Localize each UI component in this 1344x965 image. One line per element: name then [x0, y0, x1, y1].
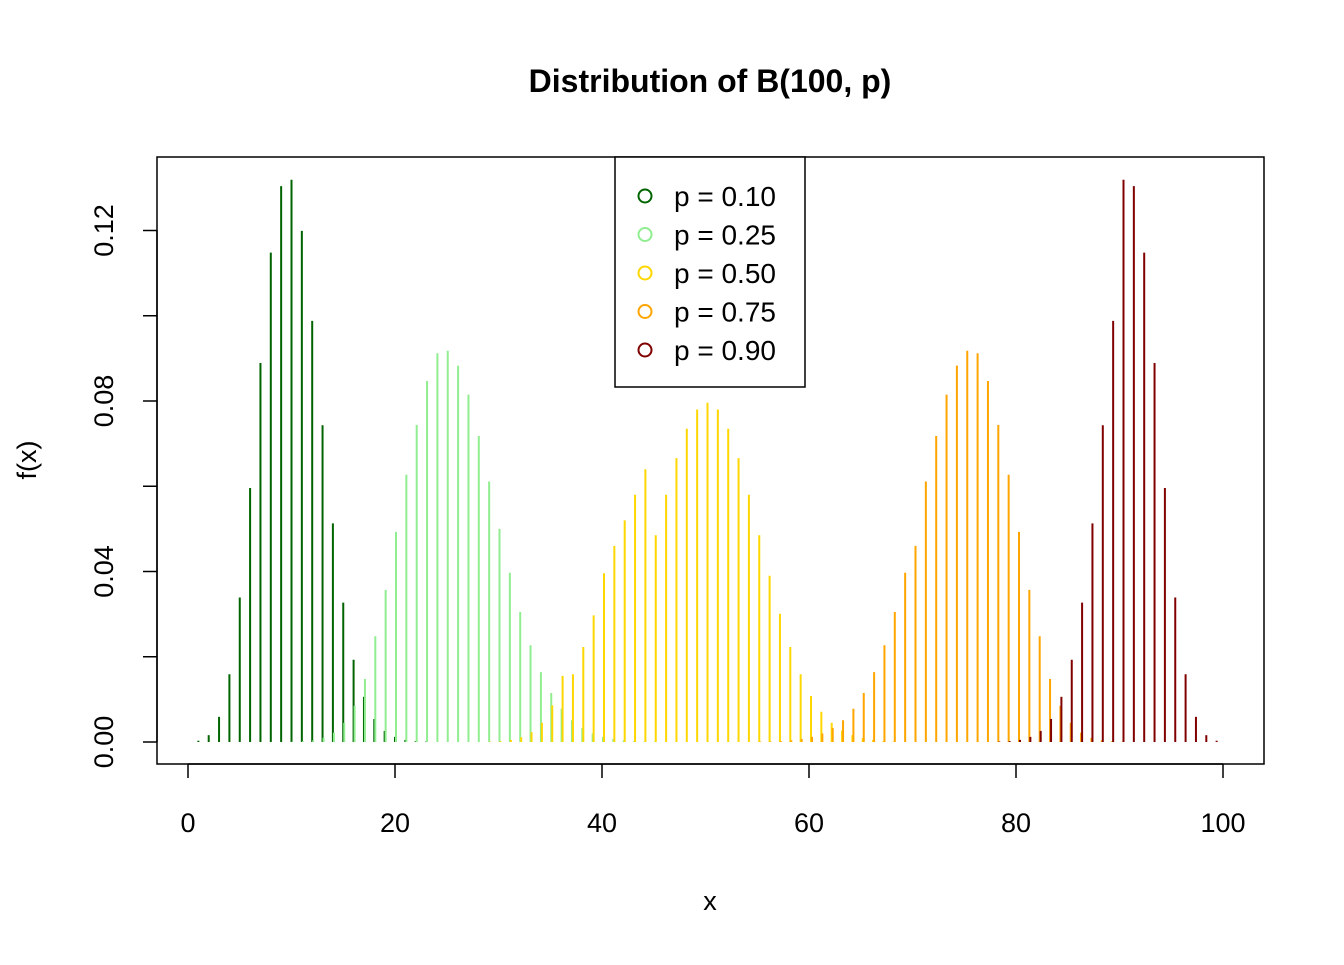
y-axis: 0.00 0.04 0.08 0.12	[89, 204, 158, 769]
x-tick-label: 100	[1200, 808, 1245, 838]
y-tick-label: 0.00	[89, 716, 119, 769]
legend-label-1: p = 0.10	[674, 181, 776, 212]
x-axis-label: x	[703, 886, 717, 916]
y-tick-label: 0.08	[89, 375, 119, 428]
legend-marker-3	[637, 265, 653, 281]
legend-label-3: p = 0.50	[674, 258, 776, 289]
legend-label-2: p = 0.25	[674, 220, 776, 251]
y-axis-label: f(x)	[12, 441, 42, 480]
legend-marker-1	[637, 188, 653, 204]
data-marks	[197, 179, 1218, 742]
legend-label-5: p = 0.90	[674, 335, 776, 366]
chart-title: Distribution of B(100, p)	[529, 63, 892, 99]
legend: p = 0.10 p = 0.25 p = 0.50 p = 0.75 p = 0.90	[614, 156, 806, 388]
x-tick-label: 20	[380, 808, 410, 838]
y-tick-label: 0.12	[89, 204, 119, 257]
x-tick-label: 80	[1001, 808, 1031, 838]
legend-label-4: p = 0.75	[674, 297, 776, 328]
x-axis: 0 20 40 60 80 100	[180, 763, 1246, 838]
x-tick-label: 60	[794, 808, 824, 838]
legend-marker-2	[637, 227, 653, 242]
x-tick-label: 0	[180, 808, 195, 838]
legend-marker-4	[637, 304, 653, 319]
legend-box	[614, 156, 806, 388]
legend-marker-5	[637, 342, 653, 358]
x-tick-label: 40	[587, 808, 617, 838]
y-tick-label: 0.04	[89, 545, 119, 598]
